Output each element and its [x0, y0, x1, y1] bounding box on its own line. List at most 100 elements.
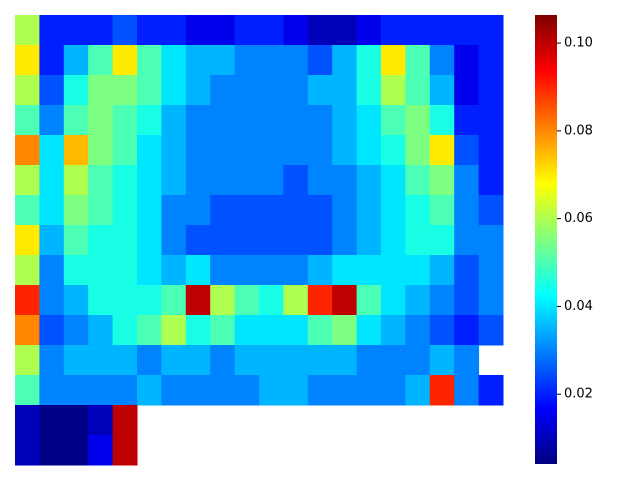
heatmap-cell	[185, 195, 211, 226]
heatmap-cell	[137, 135, 162, 166]
heatmap-cell	[259, 345, 284, 376]
heatmap-cell	[405, 135, 431, 166]
heatmap-cell	[429, 285, 455, 316]
colorbar	[535, 15, 557, 464]
heatmap-cell	[15, 225, 40, 256]
heatmap-cell	[356, 165, 382, 196]
heatmap-cell	[88, 105, 114, 136]
heatmap-cell	[137, 225, 162, 256]
heatmap-cell	[356, 15, 382, 46]
heatmap-cell	[381, 165, 406, 196]
heatmap-cell	[137, 105, 162, 136]
heatmap-cell	[283, 75, 309, 106]
heatmap-cell	[429, 135, 455, 166]
heatmap-cell	[63, 405, 89, 436]
heatmap-cell	[137, 165, 162, 196]
heatmap-cell	[39, 405, 65, 436]
heatmap-cell	[332, 75, 358, 106]
heatmap-cell	[161, 15, 187, 46]
heatmap-cell	[15, 75, 40, 106]
heatmap-cell	[161, 75, 187, 106]
heatmap-cell	[478, 165, 504, 196]
heatmap-cell	[15, 285, 40, 316]
heatmap-cell	[185, 255, 211, 286]
heatmap-cell	[185, 225, 211, 256]
heatmap-cell	[283, 195, 309, 226]
heatmap-cell	[405, 285, 431, 316]
heatmap-cell	[405, 255, 431, 286]
heatmap-cell	[429, 195, 455, 226]
heatmap-cell	[332, 255, 358, 286]
heatmap-cell	[63, 285, 89, 316]
heatmap-cell	[283, 315, 309, 346]
heatmap-cell	[210, 165, 236, 196]
heatmap-cell	[234, 75, 260, 106]
heatmap-cell	[112, 375, 138, 406]
heatmap-cell	[112, 315, 138, 346]
heatmap-cell	[307, 75, 333, 106]
heatmap-cell	[161, 45, 187, 76]
heatmap-cell	[137, 255, 162, 286]
heatmap-cell	[332, 135, 358, 166]
heatmap-cell	[429, 225, 455, 256]
heatmap-cell	[381, 285, 406, 316]
heatmap-cell	[88, 435, 114, 466]
heatmap-cell	[112, 285, 138, 316]
heatmap-cell	[112, 75, 138, 106]
heatmap-cell	[259, 315, 284, 346]
heatmap-cell	[478, 195, 504, 226]
heatmap-cell	[210, 45, 236, 76]
heatmap-cell	[39, 345, 65, 376]
heatmap-cell	[137, 375, 162, 406]
heatmap-cell	[259, 135, 284, 166]
heatmap-cell	[210, 15, 236, 46]
heatmap-cell	[88, 75, 114, 106]
heatmap-cell	[478, 45, 504, 76]
heatmap-cell	[88, 405, 114, 436]
heatmap-cell	[15, 195, 40, 226]
heatmap-cell	[259, 375, 284, 406]
heatmap-cell	[63, 375, 89, 406]
heatmap-cell	[39, 255, 65, 286]
heatmap-cell	[405, 195, 431, 226]
heatmap-cell	[39, 45, 65, 76]
heatmap-cell	[405, 345, 431, 376]
heatmap-cell	[259, 255, 284, 286]
heatmap-cell	[259, 165, 284, 196]
heatmap-cell	[454, 345, 480, 376]
heatmap-cell	[307, 285, 333, 316]
heatmap-cell	[405, 45, 431, 76]
heatmap-cell	[112, 195, 138, 226]
heatmap-cell	[39, 135, 65, 166]
heatmap-cell	[381, 15, 406, 46]
heatmap-cell	[88, 45, 114, 76]
heatmap-cell	[332, 375, 358, 406]
heatmap-cell	[137, 315, 162, 346]
heatmap-cell	[478, 105, 504, 136]
heatmap-cell	[307, 225, 333, 256]
heatmap-cell	[63, 105, 89, 136]
heatmap-cell	[63, 345, 89, 376]
heatmap-cell	[234, 135, 260, 166]
heatmap-cell	[39, 435, 65, 466]
heatmap-cell	[381, 345, 406, 376]
heatmap-cell	[88, 195, 114, 226]
heatmap-cell	[454, 45, 480, 76]
heatmap-cell	[429, 165, 455, 196]
heatmap-cell	[454, 285, 480, 316]
heatmap-cell	[307, 345, 333, 376]
heatmap-cell	[88, 315, 114, 346]
heatmap-cell	[307, 15, 333, 46]
heatmap-cell	[161, 225, 187, 256]
heatmap-cell	[381, 105, 406, 136]
heatmap-cell	[307, 195, 333, 226]
heatmap-cell	[259, 225, 284, 256]
heatmap-cell	[15, 45, 40, 76]
heatmap-cell	[478, 375, 504, 406]
heatmap-cell	[356, 315, 382, 346]
heatmap-cell	[137, 195, 162, 226]
heatmap-cell	[356, 375, 382, 406]
heatmap-cell	[405, 15, 431, 46]
heatmap-cell	[332, 285, 358, 316]
heatmap-cell	[307, 135, 333, 166]
